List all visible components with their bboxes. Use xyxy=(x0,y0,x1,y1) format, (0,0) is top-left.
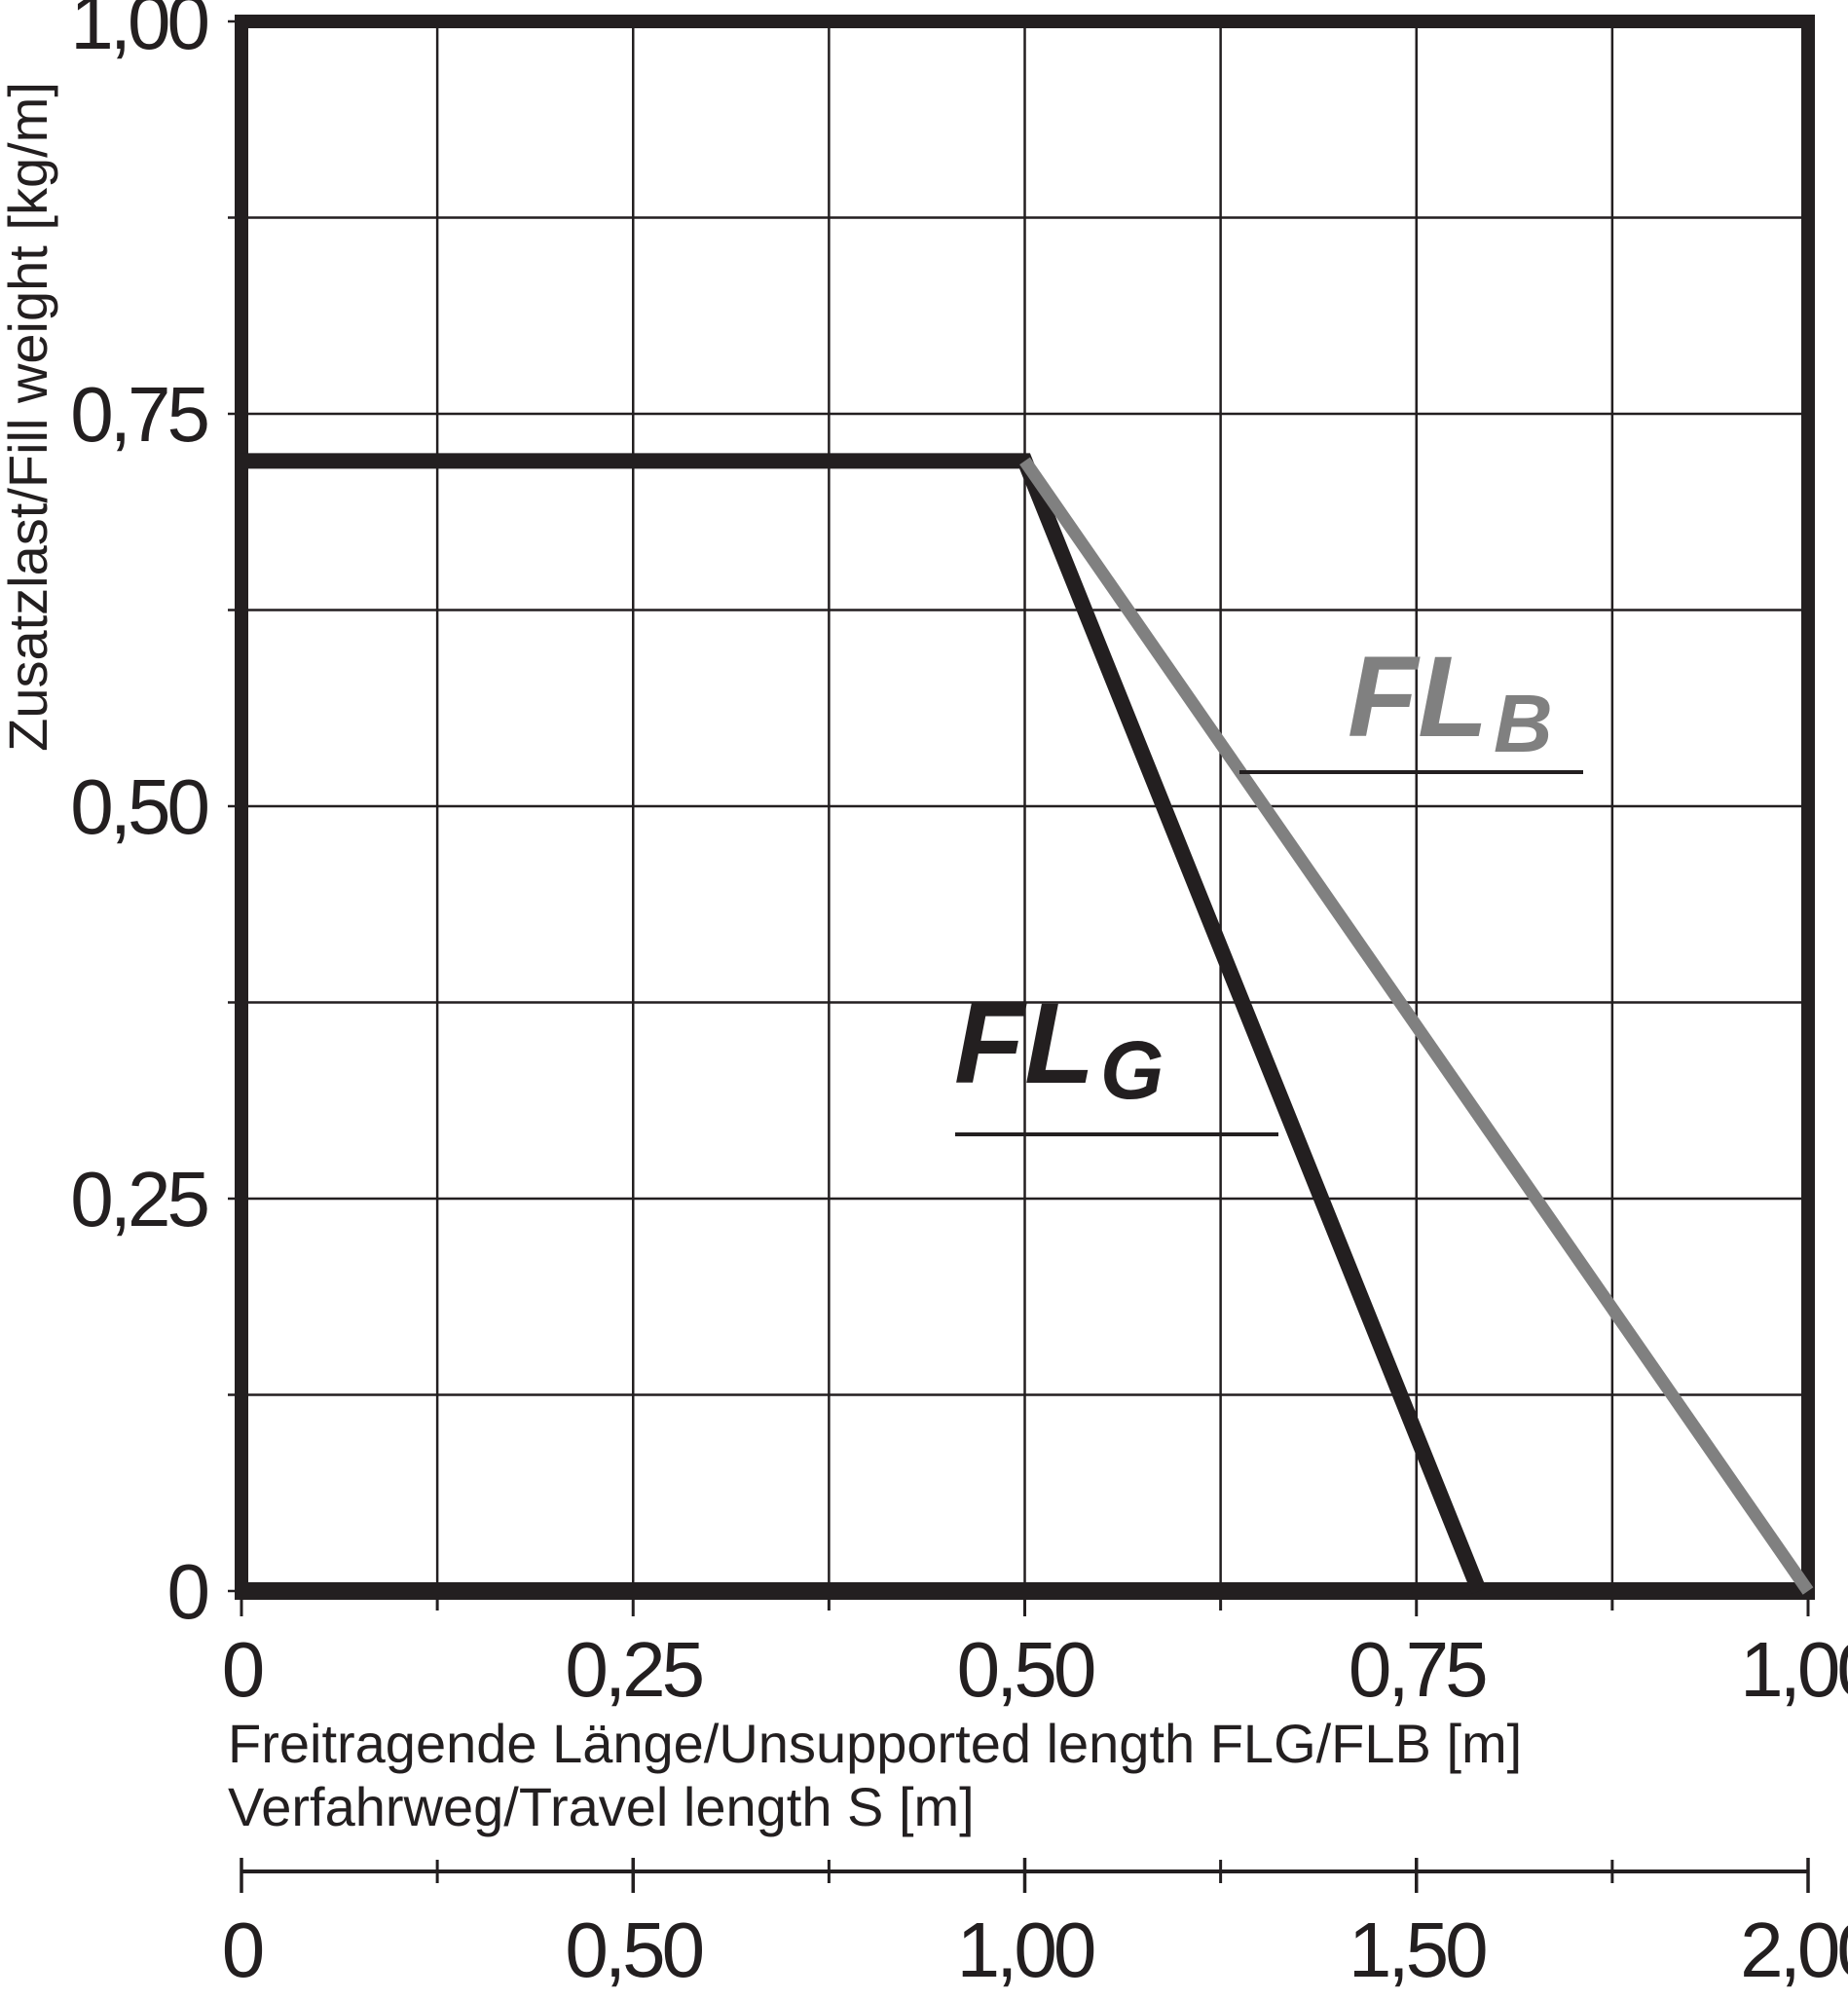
series-label: FL xyxy=(1348,633,1488,761)
series-line xyxy=(1019,457,1814,1595)
x-axis-title: Freitragende Länge/Unsupported length FL… xyxy=(228,1713,1522,1774)
x-tick-label: 0 xyxy=(222,1626,263,1713)
x-tick-label: 0,25 xyxy=(565,1626,702,1713)
series-label: FL xyxy=(954,980,1094,1108)
series-label-subscript: B xyxy=(1494,678,1553,769)
series-label-subscript: G xyxy=(1100,1024,1164,1116)
y-tick-label: 0,25 xyxy=(70,1156,207,1242)
x2-tick-label: 1,50 xyxy=(1349,1906,1486,1993)
x-tick-label: 0,50 xyxy=(957,1626,1094,1713)
x-tick-label: 0,75 xyxy=(1349,1626,1486,1713)
x2-tick-label: 0 xyxy=(222,1906,263,1993)
x2-tick-label: 2,00 xyxy=(1740,1906,1848,1993)
x2-tick-label: 0,50 xyxy=(565,1906,702,1993)
y-tick-label: 0 xyxy=(167,1548,208,1635)
y-tick-label: 1,00 xyxy=(70,0,207,65)
x2-axis-title: Verfahrweg/Travel length S [m] xyxy=(228,1776,975,1837)
y-axis-title: Zusatzlast/Fill weight [kg/m] xyxy=(0,82,58,752)
y-tick-label: 0,75 xyxy=(70,371,207,458)
x-tick-label: 1,00 xyxy=(1740,1626,1848,1713)
x2-tick-label: 1,00 xyxy=(957,1906,1094,1993)
y-tick-label: 0,50 xyxy=(70,763,207,850)
series-line xyxy=(241,453,1487,1594)
